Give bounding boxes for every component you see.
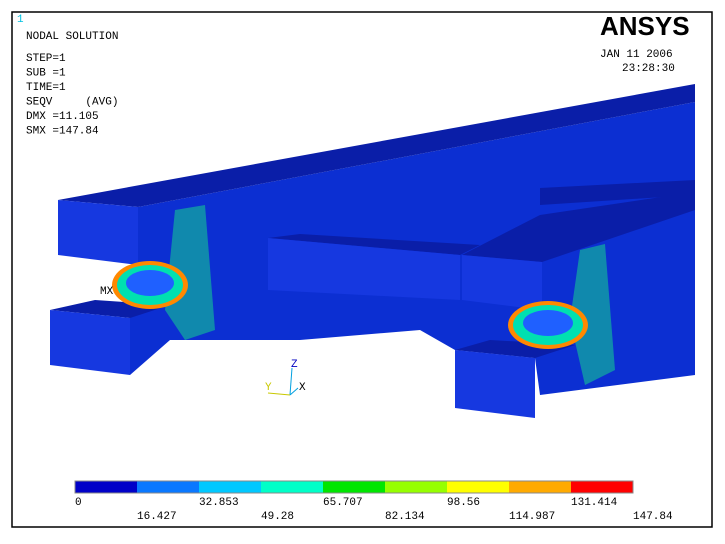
block-top (462, 192, 695, 262)
triad-axis (289, 367, 293, 396)
triad-axis (267, 392, 291, 396)
legend-swatch (509, 481, 571, 493)
triad-label: Y (265, 382, 272, 394)
legend-border (74, 480, 634, 494)
block-front (455, 350, 535, 418)
block-front (50, 310, 130, 375)
legend-swatch (571, 481, 633, 493)
beam-top (540, 180, 695, 205)
stress-hotspot (523, 310, 573, 336)
triad-axis (289, 387, 299, 396)
legend-swatch (385, 481, 447, 493)
legend-label: 0 (75, 497, 82, 509)
info-line: SEQV (AVG) (26, 97, 118, 109)
legend-label: 16.427 (137, 511, 177, 523)
stress-zone (165, 205, 215, 340)
info-line: TIME=1 (26, 82, 66, 94)
info-line: SUB =1 (26, 68, 66, 80)
legend-swatch (137, 481, 199, 493)
info-line: SMX =147.84 (26, 126, 99, 138)
beam-top (58, 84, 695, 207)
legend-swatch (199, 481, 261, 493)
triad-label: Z (291, 359, 298, 371)
block-front (58, 200, 138, 265)
legend-label: 98.56 (447, 497, 480, 509)
triad (267, 367, 299, 396)
legend-label: 82.134 (385, 511, 425, 523)
window-number: 1 (17, 14, 24, 26)
model (50, 84, 695, 418)
legend-swatch (447, 481, 509, 493)
triad-label: X (299, 382, 306, 394)
crossbeam-top (268, 234, 480, 255)
legend-swatch (323, 481, 385, 493)
block-front (462, 255, 542, 310)
logo: ANSYS (600, 11, 690, 41)
legend-label: 32.853 (199, 497, 239, 509)
legend-label: 65.707 (323, 497, 363, 509)
time: 23:28:30 (622, 63, 675, 75)
stress-zone (570, 244, 615, 385)
info-line: STEP=1 (26, 53, 66, 65)
legend-label: 114.987 (509, 511, 555, 523)
crossbeam-front (268, 238, 460, 300)
max-marker: MX (100, 286, 114, 298)
frame (11, 11, 713, 528)
info-title: NODAL SOLUTION (26, 31, 118, 43)
legend-label: 131.414 (571, 497, 618, 509)
legend-label: 147.84 (633, 511, 673, 523)
legend-swatch (75, 481, 137, 493)
legend-swatch (261, 481, 323, 493)
date: JAN 11 2006 (600, 49, 673, 61)
stress-hotspot (126, 270, 174, 296)
info-line: DMX =11.105 (26, 111, 99, 123)
legend-label: 49.28 (261, 511, 294, 523)
